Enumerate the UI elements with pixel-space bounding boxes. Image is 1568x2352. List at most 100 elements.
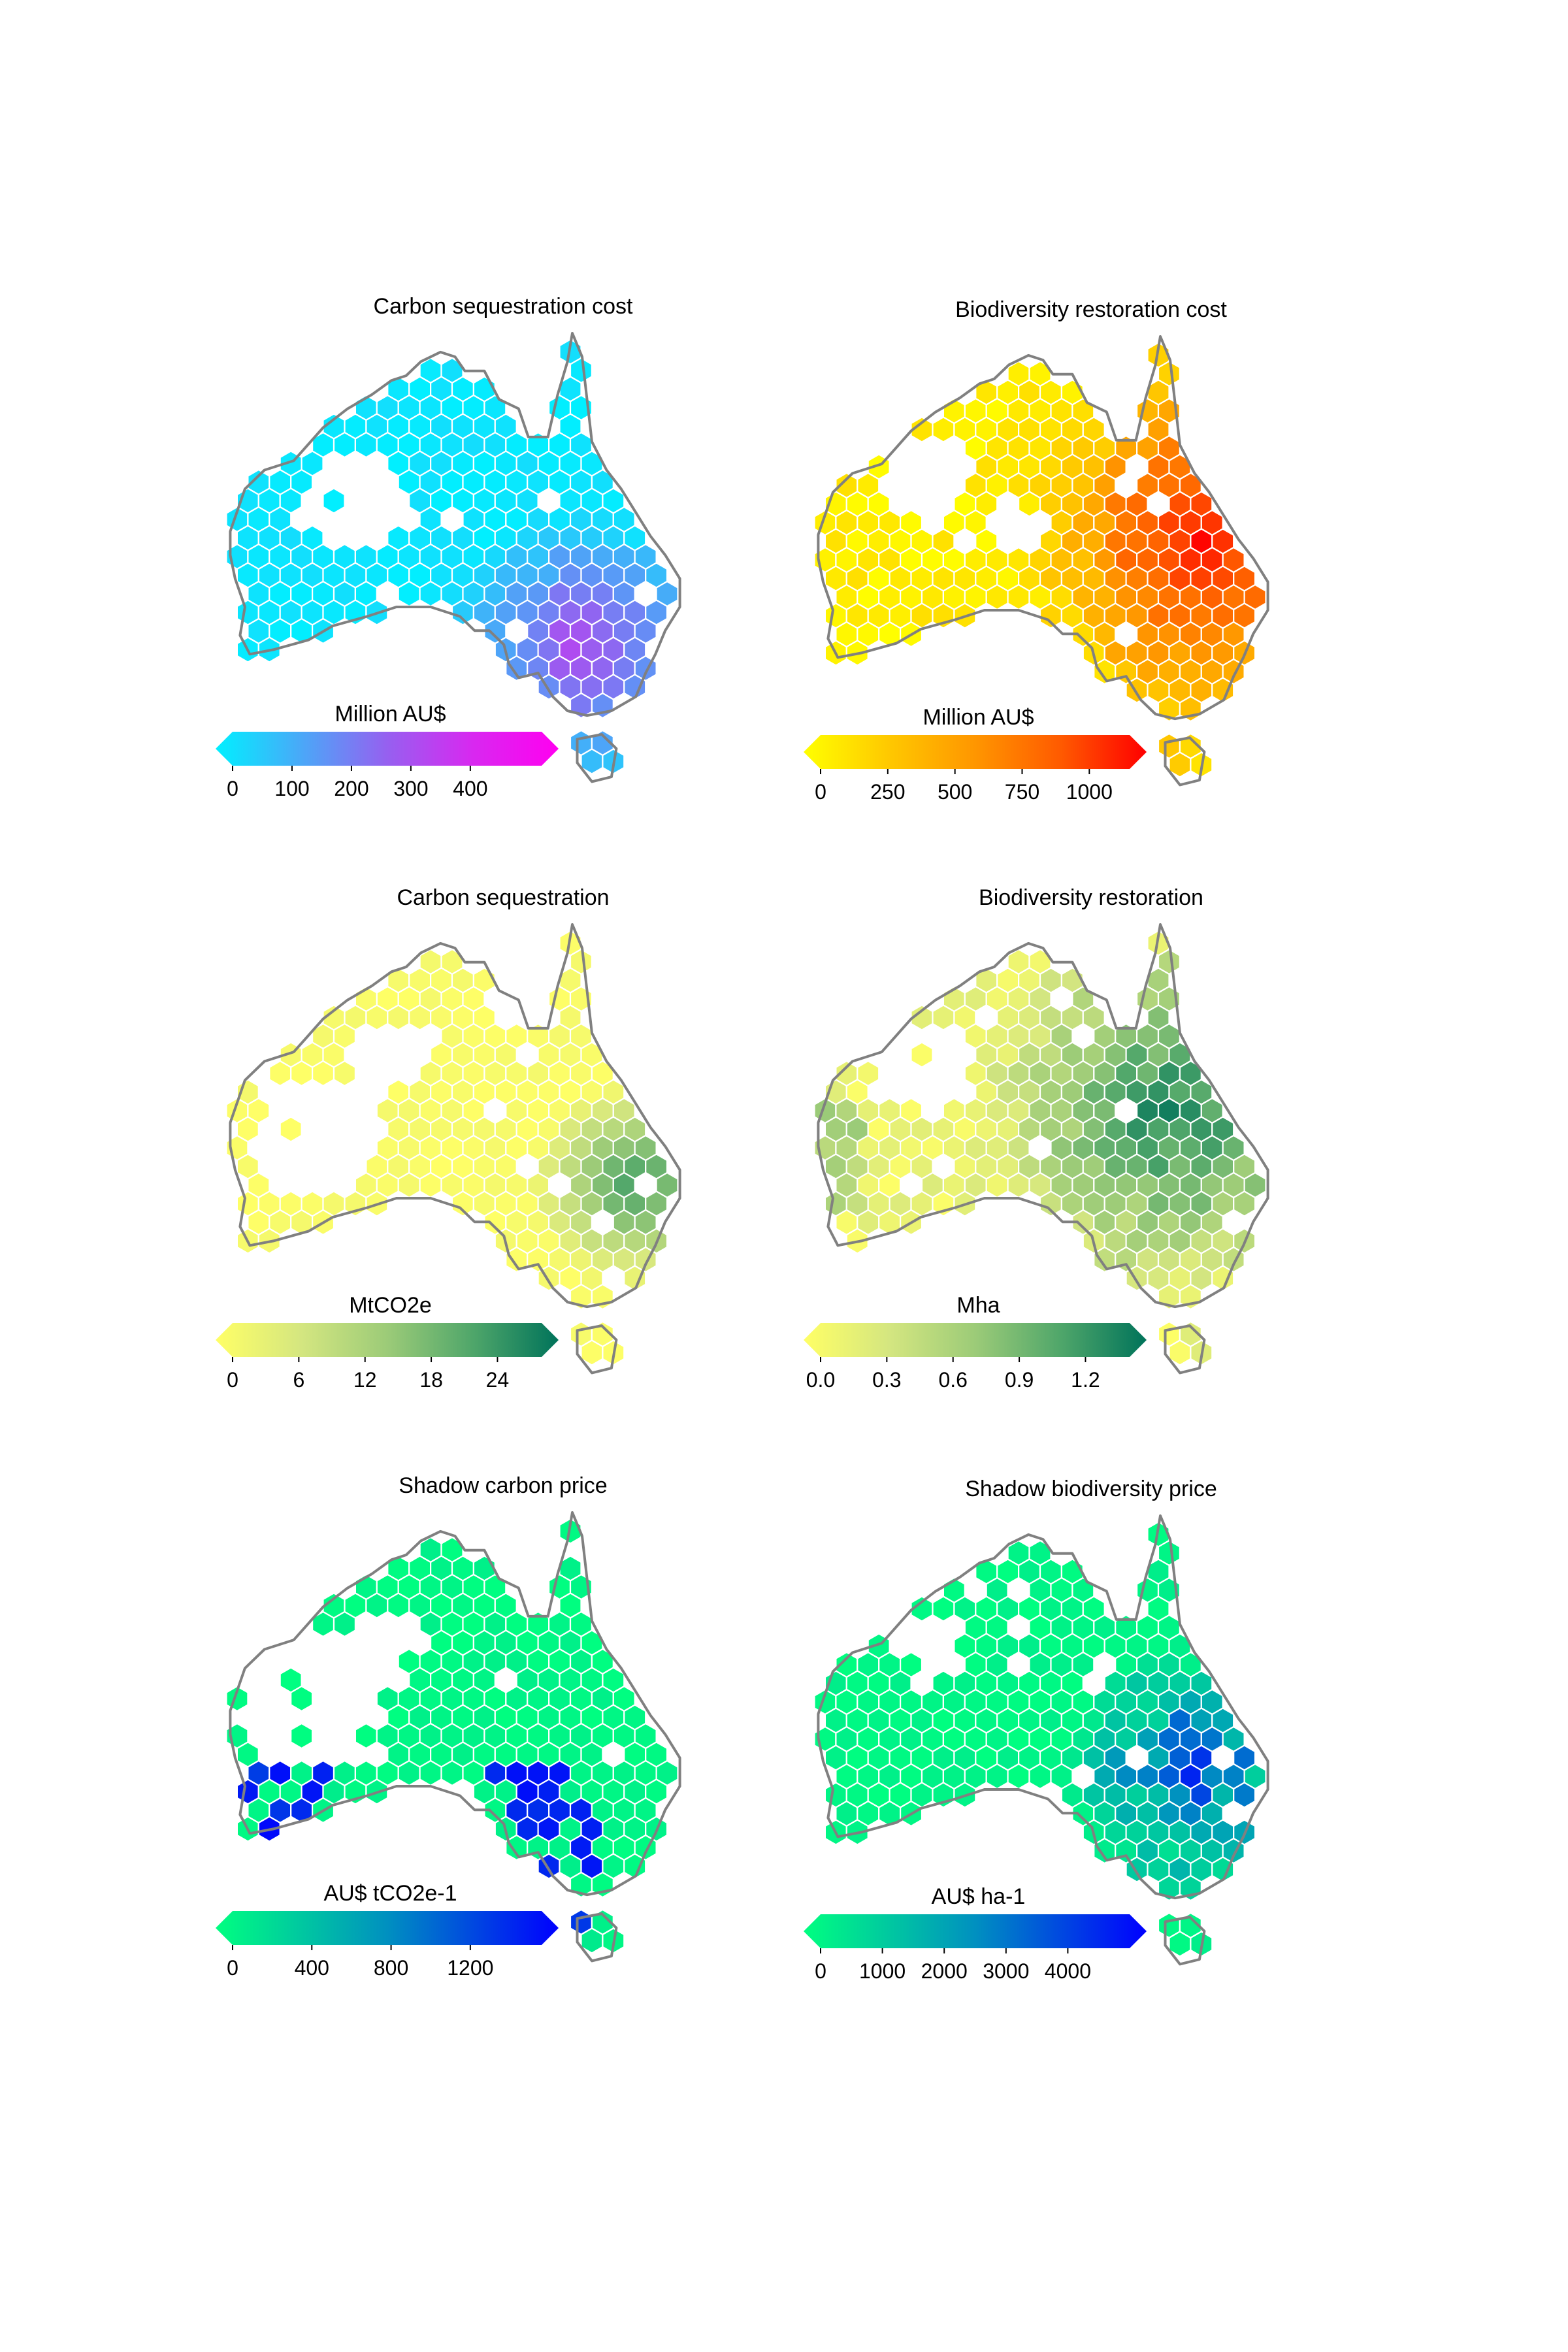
colorbar: Million AU$ 0 250 500 750 1000 (804, 705, 1147, 804)
colorbar-tick-label: 400 (453, 777, 487, 800)
hex-cell (985, 1763, 1009, 1790)
hex-cell (333, 431, 356, 459)
hex-cell (290, 1722, 314, 1750)
panel-carbon-cost: Carbon sequestration cost Million AU$ 0 100… (216, 294, 681, 800)
map (225, 332, 681, 783)
hex-cell (623, 1853, 647, 1880)
hex-cell (1028, 1763, 1052, 1790)
colorbar-label: AU$ ha-1 (932, 1884, 1026, 1909)
hex-cell (1039, 1190, 1062, 1217)
map (225, 1511, 681, 1963)
hex-cell (440, 1759, 464, 1787)
colorbar-label: MtCO2e (349, 1293, 432, 1318)
hex-cell (419, 1759, 442, 1787)
hex-cell (910, 1041, 934, 1068)
colorbar-tick-label: 0.6 (938, 1368, 967, 1392)
hex-cell (1018, 491, 1041, 517)
colorbar-tick-label: 0.9 (1005, 1368, 1034, 1392)
colorbar-gradient (804, 735, 1147, 769)
hex-cell (1039, 602, 1062, 629)
hex-cell (985, 1171, 1009, 1199)
colorbar-tick-label: 1200 (447, 1956, 493, 1980)
colorbar-gradient (216, 1911, 559, 1945)
tasmania-coastline (1164, 736, 1206, 787)
hex-cell (1211, 1265, 1235, 1292)
map (813, 335, 1269, 787)
panel-shadow-biodiversity-price: Shadow biodiversity price AU$ ha-1 0 1000 20… (804, 1477, 1269, 1983)
panel-title: Biodiversity restoration cost (955, 297, 1227, 322)
australia-coastline (817, 923, 1269, 1309)
colorbar-tick-label: 800 (374, 1956, 408, 1980)
hex-cell (354, 1722, 378, 1750)
hex-cell (397, 580, 421, 608)
hex-cell (1007, 1763, 1030, 1790)
hex-cell (419, 580, 442, 608)
colorbar-gradient (216, 1323, 559, 1357)
hex-cell (387, 1592, 410, 1619)
tasmania-coastline (1164, 1916, 1206, 1966)
hex-cell (1233, 1190, 1256, 1217)
colorbar: MtCO2e 0 6 12 18 24 (216, 1293, 559, 1392)
colorbar-label: Million AU$ (335, 702, 446, 727)
tasmania-coastline (576, 1912, 618, 1963)
hex-cell (1233, 1782, 1256, 1808)
map (813, 1514, 1269, 1966)
hex-cell (397, 1759, 421, 1787)
colorbar: AU$ tCO2e-1 0 400 800 1200 (216, 1881, 559, 1980)
tasmania-coastline (576, 733, 618, 783)
colorbar-gradient (804, 1914, 1147, 1948)
hex-cell (623, 674, 647, 700)
colorbar-tick-label: 0 (227, 1956, 238, 1980)
hex-cell (269, 1060, 292, 1087)
hex-cell (279, 1116, 302, 1143)
hex-cell (1211, 677, 1235, 704)
panel-title: Carbon sequestration (397, 885, 609, 910)
australia-coastline (817, 1514, 1269, 1900)
colorbar: Million AU$ 0 100 200 300 400 (216, 702, 559, 800)
hex-grid (225, 1518, 679, 1954)
tasmania-coastline (1164, 1324, 1206, 1375)
panel-biodiversity-restoration: Biodiversity restoration Mha 0.0 0.3 0.6 0.9 1… (804, 885, 1269, 1392)
hex-grid (813, 342, 1267, 778)
hex-cell (985, 583, 1009, 611)
panel-shadow-carbon-price: Shadow carbon price AU$ tCO2e-1 0 400 800 120… (216, 1473, 681, 1980)
colorbar-label: Mha (956, 1293, 1000, 1318)
colorbar: AU$ ha-1 0 1000 2000 3000 4000 (804, 1884, 1147, 1983)
colorbar-tick-label: 500 (938, 780, 972, 804)
colorbar-label: Million AU$ (923, 705, 1034, 730)
hex-grid (813, 930, 1267, 1366)
colorbar-tick-label: 300 (393, 777, 428, 800)
australia-coastline (817, 335, 1269, 721)
hex-cell (419, 1171, 442, 1199)
colorbar-tick-label: 24 (486, 1368, 510, 1392)
australia-coastline (229, 923, 681, 1309)
colorbar-tick-label: 4000 (1045, 1959, 1091, 1983)
panel-biodiversity-cost: Biodiversity restoration cost Million AU$… (804, 297, 1269, 804)
map (225, 923, 681, 1375)
australia-coastline (229, 332, 681, 717)
panel-title: Shadow carbon price (399, 1473, 607, 1498)
hex-cell (365, 1004, 389, 1031)
hex-cell (290, 1685, 314, 1712)
hex-cell (387, 1004, 410, 1031)
tasmania-coastline (576, 1324, 618, 1375)
colorbar-tick-label: 6 (293, 1368, 304, 1392)
colorbar-tick-label: 2000 (921, 1959, 968, 1983)
colorbar-tick-label: 0 (227, 777, 238, 800)
colorbar-tick-label: 1.2 (1071, 1368, 1100, 1392)
hex-cell (397, 1171, 421, 1199)
map (813, 923, 1269, 1375)
hex-cell (312, 1060, 335, 1087)
colorbar-gradient (804, 1323, 1147, 1357)
panel-carbon-seq: Carbon sequestration MtCO2e 0 6 12 18 24 (216, 885, 681, 1392)
colorbar-tick-label: 200 (334, 777, 368, 800)
hex-grid (813, 1521, 1267, 1957)
hex-cell (932, 1595, 955, 1622)
hex-cell (290, 1060, 314, 1087)
colorbar-tick-label: 3000 (983, 1959, 1029, 1983)
colorbar-tick-label: 1000 (1066, 780, 1113, 804)
hex-cell (932, 1004, 955, 1031)
colorbar-tick-label: 12 (353, 1368, 377, 1392)
panel-title: Shadow biodiversity price (965, 1477, 1217, 1501)
